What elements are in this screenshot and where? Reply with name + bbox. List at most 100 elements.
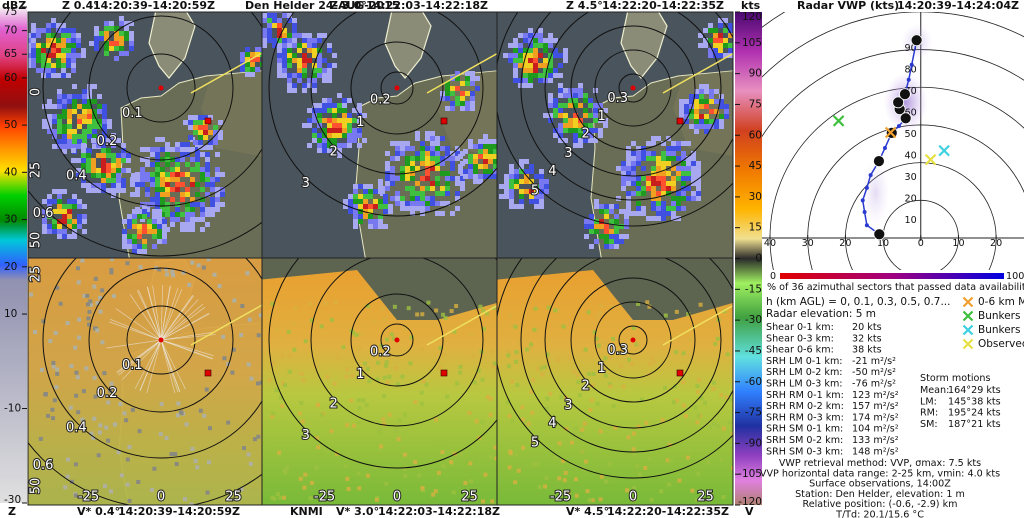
echo-cell [126, 153, 131, 158]
echo-cell [353, 199, 358, 204]
velocity-cell [283, 383, 288, 388]
velocity-cell [545, 352, 550, 357]
echo-cell [400, 166, 405, 171]
echo-cell [420, 156, 425, 161]
echo-cell [465, 71, 470, 76]
echo-cell [358, 199, 363, 204]
echo-cell [101, 168, 106, 173]
echo-cell [473, 154, 478, 159]
echo-cell [282, 33, 287, 38]
hodograph-point [864, 185, 869, 190]
echo-cell [203, 135, 208, 140]
motion-marker [938, 144, 950, 157]
echo-cell [661, 176, 666, 181]
clutter-ray [129, 294, 162, 341]
noise-cell [73, 462, 78, 467]
echo-cell [533, 73, 538, 78]
noise-cell [69, 479, 74, 484]
echo-cell [534, 174, 539, 179]
echo-cell [696, 166, 701, 171]
echo-cell [152, 209, 157, 214]
velocity-cell [537, 484, 542, 489]
velocity-cell [535, 327, 540, 332]
echo-cell [86, 158, 91, 163]
echo-cell [267, 28, 272, 33]
echo-cell [107, 119, 112, 124]
echo-cell [81, 153, 86, 158]
echo-cell [363, 214, 368, 219]
echo-cell [363, 189, 368, 194]
echo-cell [698, 43, 703, 48]
echo-cell [170, 167, 175, 172]
echo-cell [165, 192, 170, 197]
unit-label: dBZ [2, 0, 26, 12]
echo-cell [405, 176, 410, 181]
echo-cell [76, 173, 81, 178]
echo-cell [129, 46, 134, 51]
echo-cell [62, 209, 67, 214]
echo-cell [415, 131, 420, 136]
velocity-cell [598, 303, 603, 308]
echo-cell [111, 143, 116, 148]
range-ring [520, 258, 733, 453]
echo-cell [538, 38, 543, 43]
echo-cell [604, 214, 609, 219]
echo-cell [71, 28, 76, 33]
echo-cell [170, 187, 175, 192]
echo-cell [109, 26, 114, 31]
echo-cell [132, 214, 137, 219]
echo-cell [598, 118, 603, 123]
stat-value: 20 kts [852, 322, 882, 333]
echo-cell [593, 138, 598, 143]
echo-cell [458, 164, 463, 169]
echo-cell [185, 217, 190, 222]
echo-cell [61, 38, 66, 43]
velocity-cell [683, 414, 688, 419]
echo-cell [420, 146, 425, 151]
echo-cell [208, 145, 213, 150]
echo-cell [190, 197, 195, 202]
echo-cell [147, 224, 152, 229]
height-marker [910, 34, 923, 47]
echo-cell [312, 48, 317, 53]
radar-site [394, 85, 400, 91]
echo-cell [450, 176, 455, 181]
noise-cell [157, 267, 162, 272]
echo-cell [703, 28, 708, 33]
range-ring [380, 71, 414, 105]
noise-cell [124, 418, 129, 423]
echo-cell [92, 109, 97, 114]
echo-cell [589, 244, 594, 249]
echo-cell [450, 91, 455, 96]
echo-cell [322, 58, 327, 63]
velocity-cell [647, 304, 652, 309]
availability-min: 0 [770, 271, 776, 282]
echo-cell [124, 31, 129, 36]
echo-cell [400, 206, 405, 211]
echo-cell [203, 125, 208, 130]
panel-border [496, 257, 734, 506]
range-ring [268, 12, 497, 217]
velocity-cell [307, 302, 312, 307]
velocity-cell [380, 306, 385, 311]
velocity-cell [592, 330, 597, 335]
echo-cell [71, 53, 76, 58]
echo-cell [405, 186, 410, 191]
velocity-cell [575, 372, 580, 377]
echo-cell [92, 84, 97, 89]
station-marker [440, 117, 448, 125]
echo-cell [119, 36, 124, 41]
echo-cell [62, 229, 67, 234]
echo-cell [129, 31, 134, 36]
echo-cell [72, 139, 77, 144]
velocity-cell [382, 422, 387, 427]
echo-cell [342, 118, 347, 123]
echo-cell [101, 143, 106, 148]
echo-cell [509, 179, 514, 184]
velocity-cell [719, 393, 724, 398]
echo-cell [430, 136, 435, 141]
echo-cell [509, 174, 514, 179]
echo-cell [162, 224, 167, 229]
echo-cell [425, 146, 430, 151]
